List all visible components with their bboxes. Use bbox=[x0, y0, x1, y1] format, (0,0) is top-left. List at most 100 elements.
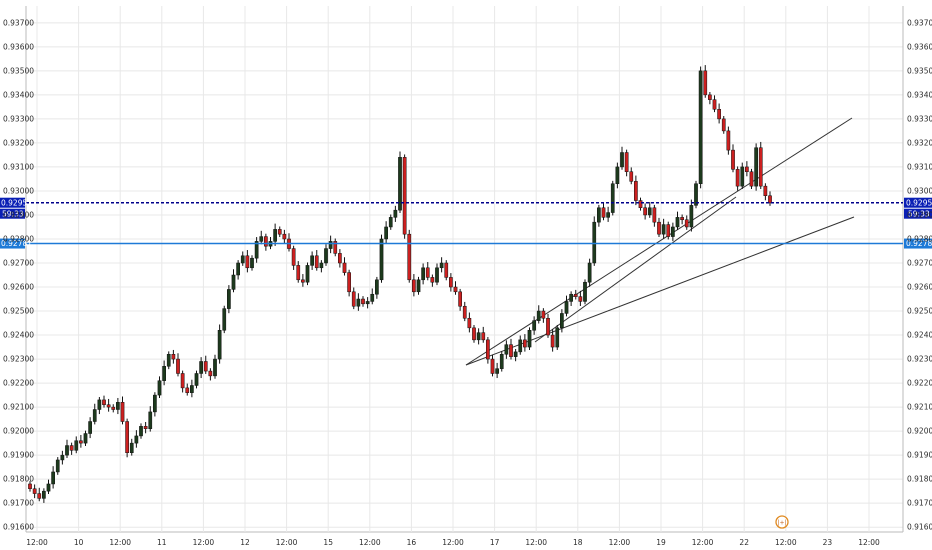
candle-body bbox=[717, 109, 721, 120]
candle-body bbox=[203, 361, 208, 372]
candle-body bbox=[749, 171, 754, 187]
y-tick-label-right: 0.91800 bbox=[907, 475, 932, 484]
candle-body bbox=[694, 183, 698, 206]
y-tick-label-left: 0.92900 bbox=[3, 210, 34, 219]
y-tick-label-left: 0.93200 bbox=[3, 138, 34, 147]
x-tick-label: 18 bbox=[573, 538, 583, 547]
candle-body bbox=[541, 310, 546, 319]
right-price-axis: 0.93700 0.93600 0.93500 0.93400 0.93300 0.932… bbox=[907, 18, 932, 531]
y-tick-label-left: 0.92400 bbox=[3, 331, 34, 340]
y-tick-label-left: 0.93600 bbox=[3, 42, 34, 51]
candle-body bbox=[615, 166, 620, 184]
candle-body bbox=[379, 238, 384, 281]
candle-body bbox=[46, 483, 51, 492]
candle-body bbox=[754, 147, 758, 187]
candle-body bbox=[291, 248, 296, 266]
candle-body bbox=[481, 332, 486, 341]
candle-body bbox=[166, 354, 171, 367]
candle-body bbox=[546, 317, 550, 336]
candle-body bbox=[65, 445, 69, 456]
candle-body bbox=[134, 435, 139, 444]
candle-body bbox=[643, 207, 647, 216]
candle-body bbox=[111, 406, 116, 410]
y-tick-label-left: 0.92300 bbox=[3, 355, 34, 364]
y-tick-label-left: 0.93300 bbox=[3, 114, 34, 123]
y-tick-label-left: 0.93700 bbox=[3, 18, 34, 27]
x-tick-label: 17 bbox=[490, 538, 500, 547]
candle-body bbox=[213, 358, 217, 377]
y-tick-label-right: 0.93300 bbox=[907, 114, 932, 123]
candle-body bbox=[217, 329, 222, 360]
y-tick-label-left: 0.93400 bbox=[3, 90, 34, 99]
y-tick-label-left: 0.91700 bbox=[3, 499, 34, 508]
candle-body bbox=[342, 262, 347, 273]
x-tick-label: 12 bbox=[240, 538, 250, 547]
x-tick-label: 10 bbox=[74, 538, 84, 547]
candle-body bbox=[536, 310, 541, 321]
candle-body bbox=[569, 293, 573, 302]
y-tick-label-right: 0.92700 bbox=[907, 258, 932, 267]
candle-body bbox=[712, 99, 717, 110]
candle-body bbox=[573, 293, 578, 297]
candle-body bbox=[740, 166, 745, 187]
x-tick-label: 12:00 bbox=[26, 538, 48, 547]
candle-body bbox=[768, 195, 772, 204]
y-tick-label-left: 0.92100 bbox=[3, 403, 34, 412]
trendline-3 bbox=[534, 196, 737, 343]
y-tick-label-left: 0.92000 bbox=[3, 427, 34, 436]
x-tick-label: 12:00 bbox=[109, 538, 131, 547]
candle-body bbox=[708, 94, 712, 100]
candle-body bbox=[338, 253, 342, 264]
candle-body bbox=[453, 286, 458, 293]
candle-body bbox=[245, 255, 250, 269]
candle-body bbox=[97, 399, 102, 410]
candle-body bbox=[333, 241, 338, 254]
candle-body bbox=[301, 279, 305, 283]
candle-body bbox=[264, 236, 268, 247]
candle-body bbox=[458, 291, 462, 307]
candle-body bbox=[69, 445, 74, 451]
candle-body bbox=[347, 272, 351, 293]
event-flag-icon[interactable]: |+| bbox=[775, 515, 789, 529]
y-tick-label-left: 0.92600 bbox=[3, 283, 34, 292]
candle-body bbox=[384, 226, 388, 240]
svg-text:|+|: |+| bbox=[777, 520, 786, 527]
price-tag-left bbox=[0, 197, 25, 208]
candle-body bbox=[199, 361, 203, 374]
candle-body bbox=[624, 152, 629, 172]
countdown-tag-right bbox=[904, 208, 932, 219]
candle-body bbox=[222, 308, 227, 331]
candle-body bbox=[527, 329, 532, 348]
candle-body bbox=[176, 358, 180, 374]
x-tick-label: 12:00 bbox=[359, 538, 381, 547]
chart-grid bbox=[25, 6, 904, 533]
candle-body bbox=[587, 262, 592, 283]
y-tick-label-right: 0.92300 bbox=[907, 355, 932, 364]
candle-body bbox=[564, 301, 569, 314]
price-lines: 0.92951 0.92951 59:33 59:33 0.92781 0.92781 bbox=[0, 197, 932, 249]
candle-body bbox=[42, 490, 46, 499]
candle-body bbox=[652, 207, 657, 223]
candle-body bbox=[592, 221, 597, 264]
y-tick-label-right: 0.92500 bbox=[907, 307, 932, 316]
y-tick-label-right: 0.92400 bbox=[907, 331, 932, 340]
y-tick-label-right: 0.92600 bbox=[907, 283, 932, 292]
candle-body bbox=[116, 402, 120, 410]
candle-body bbox=[597, 207, 601, 223]
candle-body bbox=[92, 409, 97, 422]
trendline-1 bbox=[465, 117, 853, 366]
candle-body bbox=[467, 317, 472, 329]
candle-body bbox=[583, 281, 587, 302]
candle-body bbox=[79, 440, 83, 444]
candle-body bbox=[259, 236, 264, 242]
candle-body bbox=[462, 305, 467, 319]
candle-body bbox=[129, 442, 134, 453]
candle-body bbox=[671, 226, 675, 237]
candle-body bbox=[425, 267, 430, 278]
x-tick-label: 12:00 bbox=[858, 538, 880, 547]
candle-body bbox=[550, 334, 555, 348]
x-tick-label: 12:00 bbox=[775, 538, 797, 547]
candle-body bbox=[509, 344, 513, 357]
y-tick-label-left: 0.91900 bbox=[3, 451, 34, 460]
candle-body bbox=[513, 351, 518, 357]
